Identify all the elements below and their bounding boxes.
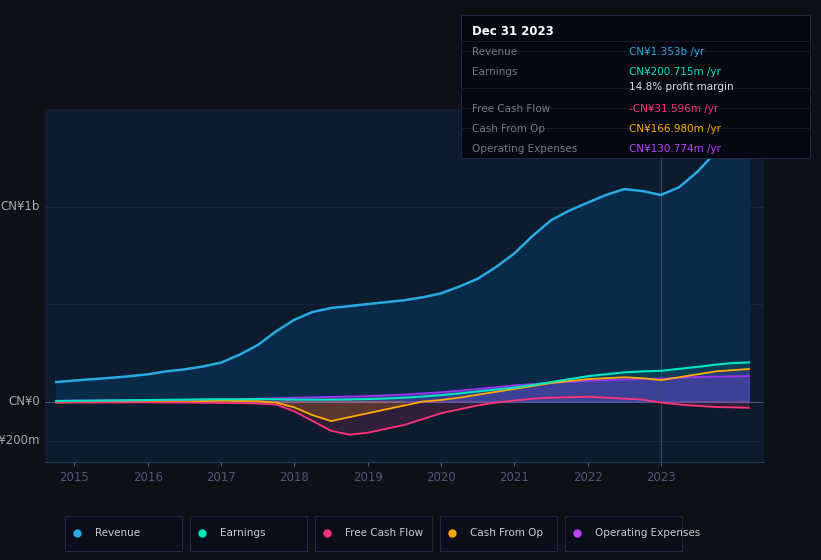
- Text: Revenue: Revenue: [95, 529, 140, 538]
- Text: CN¥1b: CN¥1b: [1, 200, 40, 213]
- FancyBboxPatch shape: [314, 516, 433, 551]
- FancyBboxPatch shape: [565, 516, 682, 551]
- FancyBboxPatch shape: [439, 516, 557, 551]
- Text: Cash From Op: Cash From Op: [472, 124, 545, 134]
- FancyBboxPatch shape: [65, 516, 182, 551]
- FancyBboxPatch shape: [190, 516, 308, 551]
- Text: Operating Expenses: Operating Expenses: [595, 529, 700, 538]
- Text: 14.8% profit margin: 14.8% profit margin: [629, 82, 733, 92]
- Text: CN¥200.715m /yr: CN¥200.715m /yr: [629, 67, 721, 77]
- FancyBboxPatch shape: [461, 15, 810, 158]
- Text: Dec 31 2023: Dec 31 2023: [472, 25, 553, 38]
- Text: CN¥130.774m /yr: CN¥130.774m /yr: [629, 144, 721, 154]
- Text: CN¥0: CN¥0: [8, 395, 40, 408]
- Text: CN¥166.980m /yr: CN¥166.980m /yr: [629, 124, 721, 134]
- Text: Revenue: Revenue: [472, 46, 517, 57]
- Text: CN¥1.353b /yr: CN¥1.353b /yr: [629, 46, 704, 57]
- Text: -CN¥200m: -CN¥200m: [0, 434, 40, 447]
- Text: Cash From Op: Cash From Op: [470, 529, 544, 538]
- Text: Free Cash Flow: Free Cash Flow: [346, 529, 424, 538]
- Text: Free Cash Flow: Free Cash Flow: [472, 104, 550, 114]
- Text: Earnings: Earnings: [220, 529, 266, 538]
- Text: Operating Expenses: Operating Expenses: [472, 144, 577, 154]
- Text: Earnings: Earnings: [472, 67, 517, 77]
- Text: -CN¥31.596m /yr: -CN¥31.596m /yr: [629, 104, 718, 114]
